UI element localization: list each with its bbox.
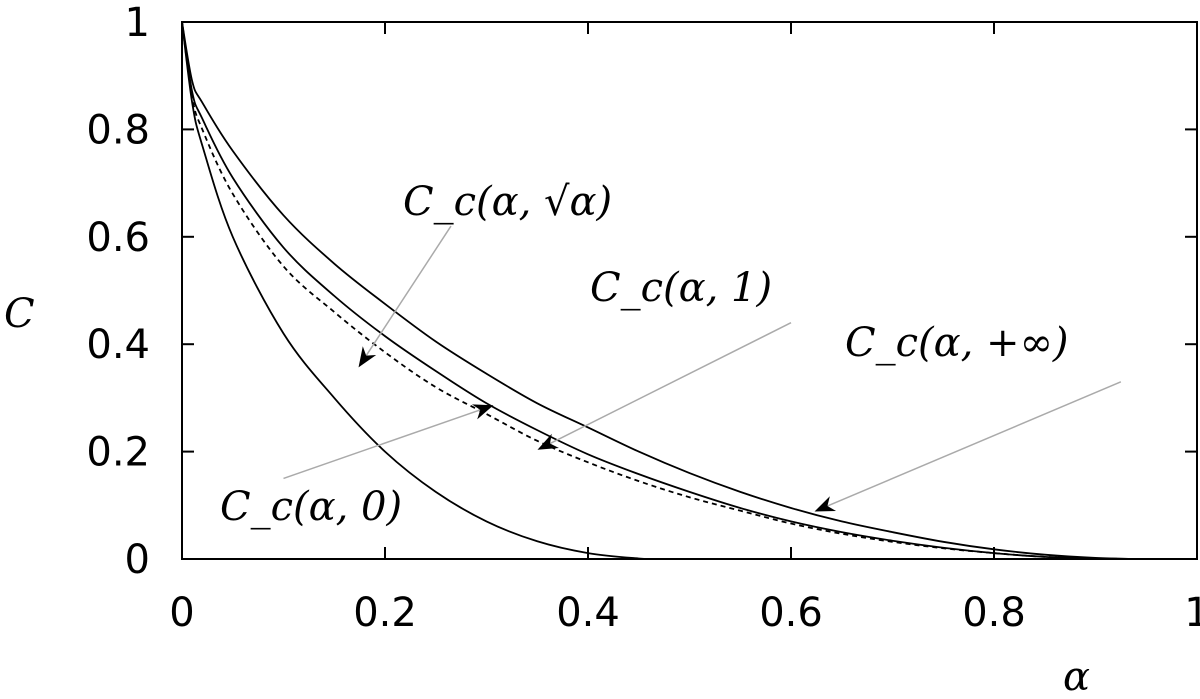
series-line-0 — [181, 21, 1137, 560]
x-tick-label: 0 — [169, 590, 194, 636]
series — [181, 21, 1137, 560]
annotation-arrow-0 — [358, 225, 452, 368]
annotation-label-2: C_c(α, +∞) — [845, 320, 1069, 366]
annotation-arrow-1 — [537, 322, 792, 450]
annotation-label-0: C_c(α, √α) — [403, 179, 612, 225]
annotation-label-3: C_c(α, 0) — [220, 484, 402, 530]
x-tick-label: 0.8 — [962, 590, 1026, 636]
x-axis-label: α — [1063, 654, 1090, 699]
series-line-2 — [181, 21, 1137, 560]
y-tick-label: 0 — [125, 537, 150, 583]
annotation-arrow-3 — [283, 404, 494, 480]
x-tick-label: 0.6 — [759, 590, 823, 636]
ticks: 00 0.2 0.2 0.4 0.4 0.6 0.6 0.8 0.8 1 1 — [86, 0, 1200, 636]
y-axis-label: C — [4, 291, 35, 337]
annotations: C_c(α, √α) C_c(α, 1) C_c(α, +∞) C_c(α, 0) — [220, 179, 1122, 530]
annotation-label-1: C_c(α, 1) — [590, 265, 772, 311]
y-tick-label: 0.8 — [86, 107, 150, 153]
y-tick-label: 0.6 — [86, 215, 150, 261]
y-tick-label: 0.4 — [86, 322, 150, 368]
x-tick-label: 1 — [1184, 590, 1200, 636]
x-tick-label: 0.4 — [556, 590, 620, 636]
x-tick-label: 0.2 — [353, 590, 417, 636]
series-line-3 — [181, 21, 660, 560]
plot-frame — [181, 21, 1198, 560]
annotation-arrow-2 — [814, 381, 1122, 512]
y-tick-label: 0.2 — [86, 430, 150, 476]
y-tick-label: 1 — [125, 0, 150, 46]
